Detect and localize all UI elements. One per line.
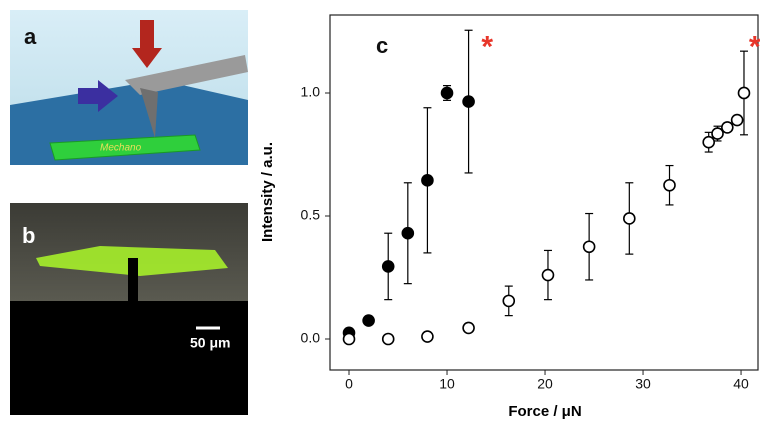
point: [462, 95, 475, 108]
point: [737, 86, 751, 100]
point: [730, 113, 744, 127]
panel-label: b: [22, 223, 35, 248]
crystal-text: Mechano: [100, 143, 142, 154]
x-tick-label: 0: [345, 376, 353, 392]
y-tick-label: 0.5: [301, 207, 321, 223]
probe: [128, 258, 138, 301]
point: [721, 121, 734, 134]
x-tick-label: 10: [439, 376, 455, 392]
panel-label: c: [376, 33, 388, 58]
point: [541, 268, 555, 282]
point: [502, 294, 516, 308]
x-tick-label: 20: [537, 376, 553, 392]
point: [401, 226, 415, 240]
x-tick-label: 30: [635, 376, 651, 392]
annotation: *: [481, 31, 493, 64]
y-axis-label: Intensity / a.u.: [259, 142, 276, 242]
point: [421, 174, 434, 187]
plot-frame: [329, 14, 759, 371]
point: [663, 178, 676, 192]
point: [702, 135, 716, 149]
panel-label: a: [24, 24, 37, 49]
point: [440, 86, 454, 100]
scale-label: 50 μm: [190, 335, 230, 351]
annotation: *: [749, 31, 760, 64]
tip: [140, 88, 158, 138]
point: [711, 127, 724, 140]
point: [381, 332, 395, 346]
point: [342, 332, 356, 346]
point: [362, 314, 375, 327]
crystal: [49, 134, 201, 161]
point: [462, 321, 475, 335]
x-axis-label: Force / μN: [508, 403, 581, 420]
force-arrow: [132, 20, 162, 68]
cantilever: [125, 55, 248, 95]
point: [623, 212, 636, 225]
panel-a: Mechano a: [10, 10, 248, 165]
point: [381, 260, 395, 273]
x-tick-label: 40: [733, 376, 749, 392]
side-arrow: [78, 80, 118, 112]
panel-b: 50 μm b: [10, 203, 248, 415]
point: [421, 330, 434, 343]
point: [582, 240, 596, 254]
y-tick-label: 0.0: [301, 330, 321, 346]
y-tick-label: 1.0: [301, 84, 321, 100]
